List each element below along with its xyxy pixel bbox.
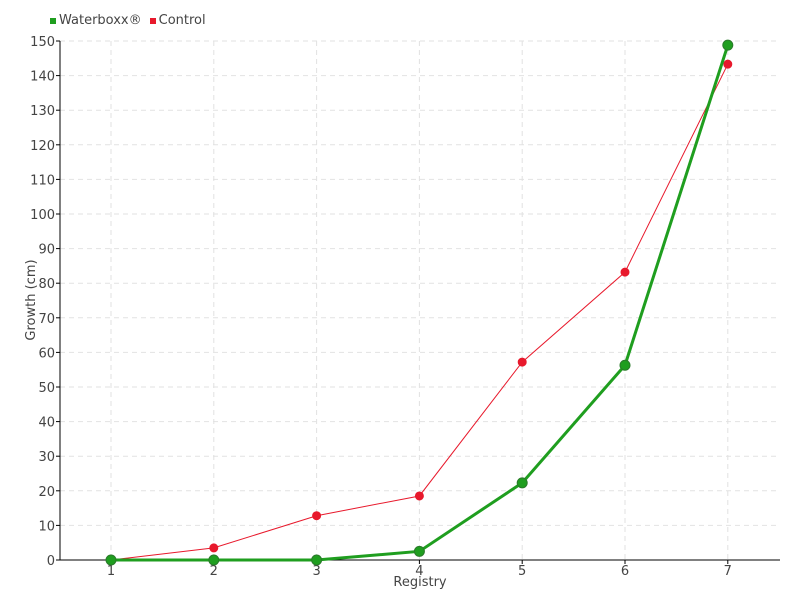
legend-label: Waterboxx® <box>59 13 142 28</box>
legend-swatch <box>50 17 56 24</box>
y-tick-label: 60 <box>38 346 55 361</box>
y-tick-label: 40 <box>38 416 55 431</box>
y-tick-label: 10 <box>38 519 55 534</box>
y-tick-label: 100 <box>30 208 55 223</box>
data-point-control <box>414 491 424 501</box>
legend: Waterboxx® Control <box>50 13 206 28</box>
legend-swatch <box>149 17 156 24</box>
y-tick-label: 80 <box>38 277 55 292</box>
data-point-waterboxx <box>413 545 425 557</box>
data-point-waterboxx <box>619 359 631 371</box>
y-tick-label: 50 <box>38 381 55 396</box>
x-tick-label: 7 <box>724 564 732 579</box>
y-tick-label: 20 <box>38 485 55 500</box>
x-tick-label: 1 <box>107 564 115 579</box>
y-axis-label: Growth (cm) <box>24 259 39 340</box>
x-tick-label: 2 <box>210 564 218 579</box>
y-tick-label: 90 <box>38 243 55 258</box>
y-tick-label: 0 <box>47 554 55 569</box>
y-tick-label: 140 <box>30 70 55 85</box>
legend-label: Control <box>158 13 206 28</box>
data-point-control <box>723 59 733 69</box>
data-point-waterboxx <box>311 554 323 566</box>
x-tick-label: 3 <box>312 564 320 579</box>
legend-item-control[interactable]: Control <box>149 13 206 28</box>
x-tick-label: 5 <box>518 564 526 579</box>
data-point-control <box>517 357 527 367</box>
y-tick-label: 70 <box>38 312 55 327</box>
x-tick-label: 6 <box>621 564 629 579</box>
data-point-waterboxx <box>105 554 117 566</box>
legend-item-waterboxx[interactable]: Waterboxx® <box>50 13 142 28</box>
x-axis-label: Registry <box>393 575 447 590</box>
y-tick-label: 30 <box>38 450 55 465</box>
data-point-control <box>620 267 630 277</box>
y-tick-label: 120 <box>30 139 55 154</box>
y-tick-label: 150 <box>30 35 55 50</box>
y-tick-label: 130 <box>30 104 55 119</box>
data-point-waterboxx <box>722 39 734 51</box>
data-point-waterboxx <box>516 477 528 489</box>
data-point-waterboxx <box>208 554 220 566</box>
x-tick-label: 4 <box>415 564 423 579</box>
data-point-control <box>312 511 322 521</box>
y-tick-label: 110 <box>30 173 55 188</box>
data-point-control <box>209 543 219 553</box>
